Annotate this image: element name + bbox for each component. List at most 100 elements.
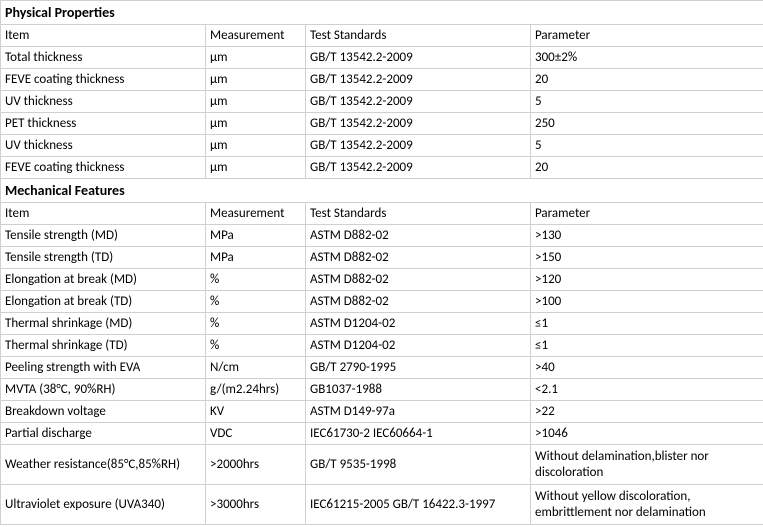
cell-parameter: 5 — [531, 135, 763, 157]
section-title: Physical Properties — [1, 1, 763, 25]
header-row: ItemMeasurementTest StandardsParameter — [1, 25, 763, 47]
cell-measurement: μm — [206, 47, 306, 69]
cell-measurement: % — [206, 313, 306, 335]
cell-measurement: μm — [206, 157, 306, 179]
cell-test-standards: GB/T 13542.2-2009 — [306, 113, 531, 135]
cell-parameter: Without yellow discoloration, embrittlem… — [531, 485, 763, 525]
cell-measurement: μm — [206, 135, 306, 157]
header-item: Item — [1, 203, 206, 225]
cell-test-standards: IEC61730-2 IEC60664-1 — [306, 423, 531, 445]
table-row: Partial dischargeVDCIEC61730-2 IEC60664-… — [1, 423, 763, 445]
header-measurement: Measurement — [206, 203, 306, 225]
cell-measurement: N/cm — [206, 357, 306, 379]
header-row: ItemMeasurementTest StandardsParameter — [1, 203, 763, 225]
table-row: Elongation at break (MD)%ASTM D882-02>12… — [1, 269, 763, 291]
cell-item: UV thickness — [1, 135, 206, 157]
cell-item: Partial discharge — [1, 423, 206, 445]
cell-parameter: ≤1 — [531, 313, 763, 335]
table-row: UV thicknessμmGB/T 13542.2-20095 — [1, 91, 763, 113]
header-parameter: Parameter — [531, 203, 763, 225]
cell-parameter: 5 — [531, 91, 763, 113]
header-measurement: Measurement — [206, 25, 306, 47]
cell-test-standards: GB/T 13542.2-2009 — [306, 47, 531, 69]
section-title-row: Physical Properties — [1, 1, 763, 25]
cell-item: Weather resistance(85°C,85%RH) — [1, 445, 206, 485]
cell-item: FEVE coating thickness — [1, 157, 206, 179]
cell-test-standards: ASTM D1204-02 — [306, 313, 531, 335]
cell-measurement: MPa — [206, 225, 306, 247]
table-row: PET thicknessμmGB/T 13542.2-2009250 — [1, 113, 763, 135]
cell-parameter: 300±2% — [531, 47, 763, 69]
cell-test-standards: ASTM D882-02 — [306, 225, 531, 247]
cell-item: Tensile strength (TD) — [1, 247, 206, 269]
table-row: MVTA (38°C, 90%RH)g/(m2.24hrs)GB1037-198… — [1, 379, 763, 401]
cell-item: Elongation at break (MD) — [1, 269, 206, 291]
cell-test-standards: ASTM D1204-02 — [306, 335, 531, 357]
cell-item: Peeling strength with EVA — [1, 357, 206, 379]
table-row: Weather resistance(85°C,85%RH)>2000hrsGB… — [1, 445, 763, 485]
header-item: Item — [1, 25, 206, 47]
cell-item: UV thickness — [1, 91, 206, 113]
table-row: Elongation at break (TD)%ASTM D882-02>10… — [1, 291, 763, 313]
section-title-row: Mechanical Features — [1, 179, 763, 203]
cell-parameter: >1046 — [531, 423, 763, 445]
cell-measurement: >3000hrs — [206, 485, 306, 525]
cell-parameter: ≤1 — [531, 335, 763, 357]
cell-test-standards: ASTM D882-02 — [306, 291, 531, 313]
cell-parameter: 250 — [531, 113, 763, 135]
cell-item: Elongation at break (TD) — [1, 291, 206, 313]
cell-parameter: Without delamination,blister nor discolo… — [531, 445, 763, 485]
table-row: Total thicknessμmGB/T 13542.2-2009300±2% — [1, 47, 763, 69]
cell-parameter: >150 — [531, 247, 763, 269]
spec-table: Physical PropertiesItemMeasurementTest S… — [0, 0, 763, 525]
cell-test-standards: GB1037-1988 — [306, 379, 531, 401]
header-parameter: Parameter — [531, 25, 763, 47]
table-row: Thermal shrinkage (TD)%ASTM D1204-02≤1 — [1, 335, 763, 357]
cell-test-standards: GB/T 9535-1998 — [306, 445, 531, 485]
cell-measurement: KV — [206, 401, 306, 423]
cell-test-standards: ASTM D882-02 — [306, 247, 531, 269]
cell-parameter: >22 — [531, 401, 763, 423]
cell-measurement: MPa — [206, 247, 306, 269]
cell-test-standards: IEC61215-2005 GB/T 16422.3-1997 — [306, 485, 531, 525]
cell-parameter: >40 — [531, 357, 763, 379]
cell-test-standards: GB/T 2790-1995 — [306, 357, 531, 379]
cell-measurement: μm — [206, 113, 306, 135]
cell-parameter: >130 — [531, 225, 763, 247]
table-row: Thermal shrinkage (MD)%ASTM D1204-02≤1 — [1, 313, 763, 335]
cell-test-standards: ASTM D149-97a — [306, 401, 531, 423]
cell-measurement: % — [206, 291, 306, 313]
table-row: Tensile strength (TD)MPaASTM D882-02>150 — [1, 247, 763, 269]
cell-parameter: 20 — [531, 157, 763, 179]
cell-measurement: μm — [206, 91, 306, 113]
header-test-standards: Test Standards — [306, 203, 531, 225]
cell-parameter: >100 — [531, 291, 763, 313]
header-test-standards: Test Standards — [306, 25, 531, 47]
cell-test-standards: GB/T 13542.2-2009 — [306, 157, 531, 179]
cell-item: Thermal shrinkage (TD) — [1, 335, 206, 357]
cell-measurement: VDC — [206, 423, 306, 445]
cell-item: MVTA (38°C, 90%RH) — [1, 379, 206, 401]
cell-parameter: <2.1 — [531, 379, 763, 401]
cell-measurement: % — [206, 335, 306, 357]
cell-measurement: μm — [206, 69, 306, 91]
cell-item: Thermal shrinkage (MD) — [1, 313, 206, 335]
cell-item: PET thickness — [1, 113, 206, 135]
table-row: Ultraviolet exposure (UVA340)>3000hrsIEC… — [1, 485, 763, 525]
cell-item: Total thickness — [1, 47, 206, 69]
table-row: UV thicknessμmGB/T 13542.2-20095 — [1, 135, 763, 157]
table-row: Peeling strength with EVAN/cmGB/T 2790-1… — [1, 357, 763, 379]
cell-item: Breakdown voltage — [1, 401, 206, 423]
table-row: FEVE coating thicknessμmGB/T 13542.2-200… — [1, 157, 763, 179]
section-title: Mechanical Features — [1, 179, 763, 203]
cell-test-standards: GB/T 13542.2-2009 — [306, 135, 531, 157]
table-row: FEVE coating thicknessμmGB/T 13542.2-200… — [1, 69, 763, 91]
table-row: Breakdown voltageKVASTM D149-97a>22 — [1, 401, 763, 423]
table-row: Tensile strength (MD)MPaASTM D882-02>130 — [1, 225, 763, 247]
cell-measurement: g/(m2.24hrs) — [206, 379, 306, 401]
cell-test-standards: GB/T 13542.2-2009 — [306, 91, 531, 113]
cell-test-standards: GB/T 13542.2-2009 — [306, 69, 531, 91]
cell-item: Ultraviolet exposure (UVA340) — [1, 485, 206, 525]
cell-item: Tensile strength (MD) — [1, 225, 206, 247]
cell-item: FEVE coating thickness — [1, 69, 206, 91]
